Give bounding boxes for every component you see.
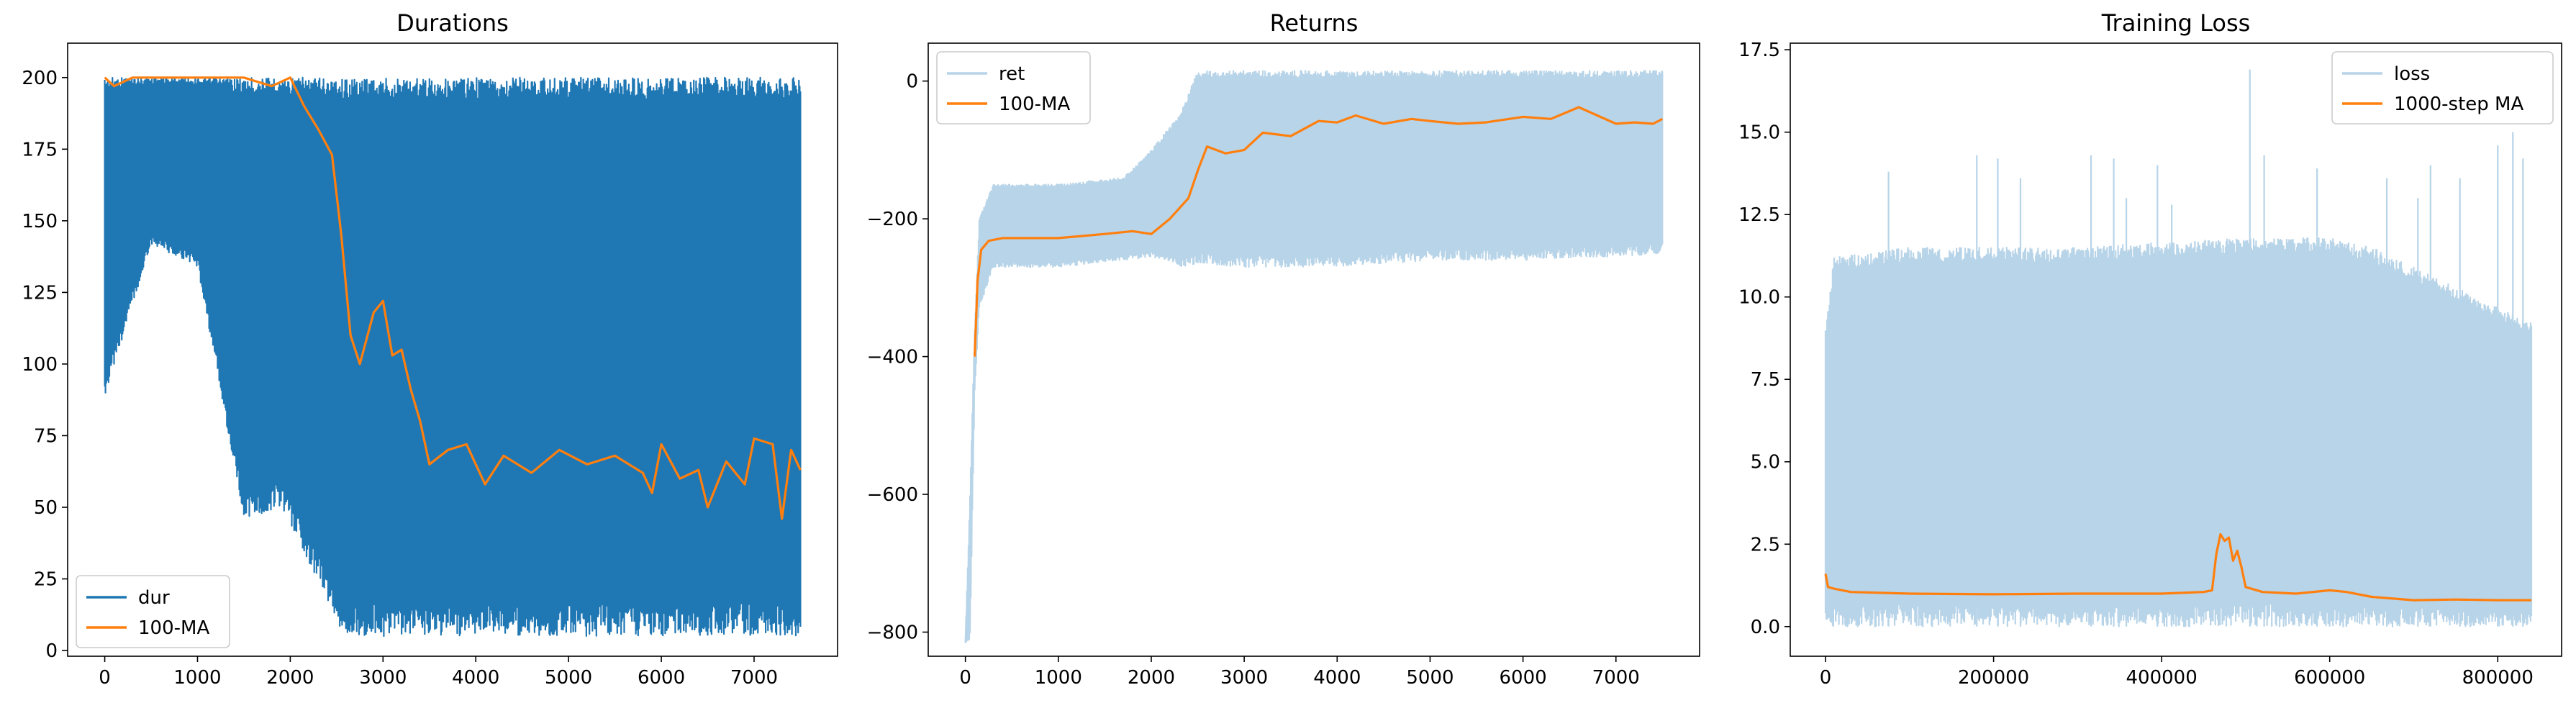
durations-y-tick-label: 50 bbox=[34, 497, 58, 519]
durations-x-tick-label: 5000 bbox=[545, 667, 592, 689]
training-loss-1000-step-ma-series bbox=[1824, 532, 2531, 602]
durations-dur-series bbox=[104, 76, 802, 638]
durations-y-tick-label: 175 bbox=[22, 139, 58, 160]
training-loss-y-tick-label: 15.0 bbox=[1738, 122, 1780, 144]
returns-y-tick-label: −400 bbox=[867, 347, 918, 368]
returns-x-tick-label: 7000 bbox=[1592, 667, 1640, 689]
training-loss-y-tick-label: 0.0 bbox=[1751, 617, 1780, 638]
durations-x-tick-label: 2000 bbox=[266, 667, 314, 689]
returns-x-tick-label: 5000 bbox=[1406, 667, 1453, 689]
training-loss-x-tick-label: 200000 bbox=[1958, 667, 2029, 689]
durations-legend: dur 100-MA bbox=[76, 575, 230, 648]
durations-y-tick-label: 200 bbox=[22, 68, 58, 89]
durations-x-tick-label: 3000 bbox=[359, 667, 407, 689]
durations-x-tick-label: 0 bbox=[99, 667, 111, 689]
durations-y-tick-label: 75 bbox=[34, 425, 58, 447]
training-loss-y-tick-label: 5.0 bbox=[1751, 452, 1780, 473]
returns-legend-label: 100-MA bbox=[999, 94, 1070, 115]
returns-x-tick-label: 2000 bbox=[1128, 667, 1175, 689]
training-loss-y-tick-label: 10.0 bbox=[1738, 287, 1780, 309]
durations-100-ma-series bbox=[104, 76, 802, 520]
durations-y-tick-label: 150 bbox=[22, 211, 58, 232]
training-loss-x-tick-label: 0 bbox=[1820, 667, 1832, 689]
durations-x-tick-label: 1000 bbox=[173, 667, 221, 689]
durations-legend-label: 100-MA bbox=[138, 617, 209, 639]
returns-legend-label: ret bbox=[999, 63, 1025, 85]
training-loss-loss-series bbox=[1824, 237, 2533, 627]
returns-x-tick-label: 1000 bbox=[1035, 667, 1082, 689]
durations-x-tick-label: 7000 bbox=[730, 667, 778, 689]
training-loss-x-tick-label: 800000 bbox=[2462, 667, 2534, 689]
training-loss-legend-box bbox=[2331, 51, 2554, 124]
durations-legend-label: dur bbox=[138, 587, 170, 609]
returns-ret-series bbox=[964, 70, 1664, 643]
training-loss-x-tick-label: 600000 bbox=[2294, 667, 2365, 689]
durations-x-tick-label: 4000 bbox=[452, 667, 499, 689]
returns-panel: Returns 0 1000 2000 3000 4000 5000 6000 7000 −80… bbox=[867, 9, 1700, 689]
training-loss-legend: loss 1000-step MA bbox=[2331, 51, 2554, 124]
durations-x-tick-label: 6000 bbox=[638, 667, 685, 689]
durations-y-tick-label: 0 bbox=[45, 640, 58, 662]
durations-y-tick-label: 25 bbox=[34, 569, 58, 591]
training-loss-plot-frame bbox=[1790, 42, 2562, 657]
training-loss-y-tick-label: 12.5 bbox=[1738, 204, 1780, 226]
training-loss-plot-area bbox=[1824, 69, 2533, 627]
returns-x-tick-label: 0 bbox=[959, 667, 971, 689]
returns-x-tick-label: 3000 bbox=[1220, 667, 1268, 689]
returns-legend: ret 100-MA bbox=[936, 51, 1091, 124]
training-loss-legend-label: 1000-step MA bbox=[2394, 94, 2523, 115]
returns-y-tick-label: −200 bbox=[867, 209, 918, 230]
returns-100-ma-series bbox=[974, 106, 1664, 357]
durations-plot-frame bbox=[67, 42, 838, 657]
returns-y-tick-label: −800 bbox=[867, 622, 918, 643]
returns-y-tick-label: 0 bbox=[906, 71, 918, 93]
returns-legend-box bbox=[936, 51, 1091, 124]
returns-x-tick-label: 6000 bbox=[1500, 667, 1547, 689]
training-loss-y-tick-label: 2.5 bbox=[1751, 534, 1780, 555]
returns-plot-frame bbox=[928, 42, 1700, 657]
training-loss-panel: Training Loss 0 200000 400000 600000 800000 0… bbox=[1738, 9, 2562, 689]
durations-title: Durations bbox=[396, 9, 509, 37]
returns-title: Returns bbox=[1270, 9, 1359, 37]
durations-y-tick-label: 100 bbox=[22, 354, 58, 376]
durations-legend-box bbox=[76, 575, 230, 648]
returns-y-tick-label: −600 bbox=[867, 484, 918, 506]
training-loss-y-tick-label: 7.5 bbox=[1751, 369, 1780, 391]
training-loss-x-tick-label: 400000 bbox=[2126, 667, 2198, 689]
training-loss-title: Training Loss bbox=[2101, 9, 2251, 37]
durations-plot-area bbox=[104, 76, 802, 638]
returns-x-tick-label: 4000 bbox=[1313, 667, 1361, 689]
durations-y-tick-label: 125 bbox=[22, 282, 58, 304]
durations-panel: Durations 0 1000 2000 3000 4000 5000 6000 7000 0… bbox=[22, 9, 838, 689]
returns-plot-area bbox=[964, 70, 1664, 643]
training-loss-legend-label: loss bbox=[2394, 63, 2430, 85]
training-loss-y-tick-label: 17.5 bbox=[1738, 40, 1780, 61]
